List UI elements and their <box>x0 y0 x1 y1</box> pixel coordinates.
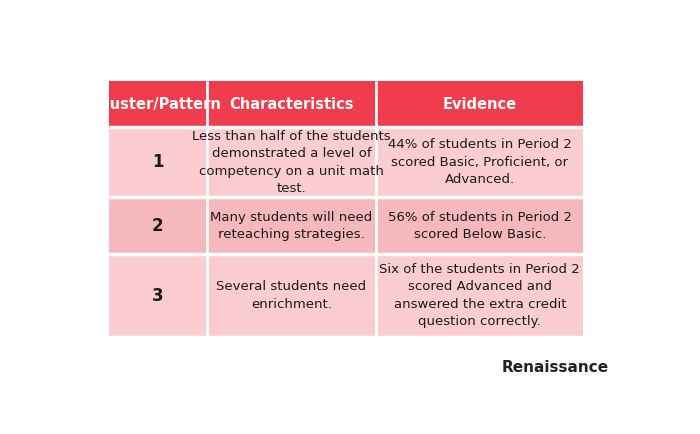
Bar <box>376 128 583 197</box>
Text: Evidence: Evidence <box>442 97 517 112</box>
Bar <box>109 81 206 128</box>
Text: Characteristics: Characteristics <box>229 97 354 112</box>
Text: Many students will need
reteaching strategies.: Many students will need reteaching strat… <box>210 210 372 241</box>
Bar <box>206 81 376 128</box>
Text: 3: 3 <box>152 287 164 305</box>
Bar <box>376 197 583 254</box>
Text: Cluster/Pattern: Cluster/Pattern <box>94 97 221 112</box>
Bar <box>376 254 583 337</box>
Text: Renaissance: Renaissance <box>501 360 608 375</box>
Bar <box>109 197 206 254</box>
Text: Less than half of the students
demonstrated a level of
competency on a unit math: Less than half of the students demonstra… <box>192 130 391 195</box>
Bar <box>206 197 376 254</box>
Bar <box>206 128 376 197</box>
Text: 2: 2 <box>152 217 164 235</box>
Text: 1: 1 <box>152 153 164 171</box>
Text: Six of the students in Period 2
scored Advanced and
answered the extra credit
qu: Six of the students in Period 2 scored A… <box>379 263 580 329</box>
Bar <box>206 254 376 337</box>
Bar <box>109 128 206 197</box>
Bar <box>109 254 206 337</box>
Text: 44% of students in Period 2
scored Basic, Proficient, or
Advanced.: 44% of students in Period 2 scored Basic… <box>388 138 572 186</box>
Bar <box>376 81 583 128</box>
Text: 56% of students in Period 2
scored Below Basic.: 56% of students in Period 2 scored Below… <box>388 210 572 241</box>
Text: Several students need
enrichment.: Several students need enrichment. <box>216 280 366 311</box>
